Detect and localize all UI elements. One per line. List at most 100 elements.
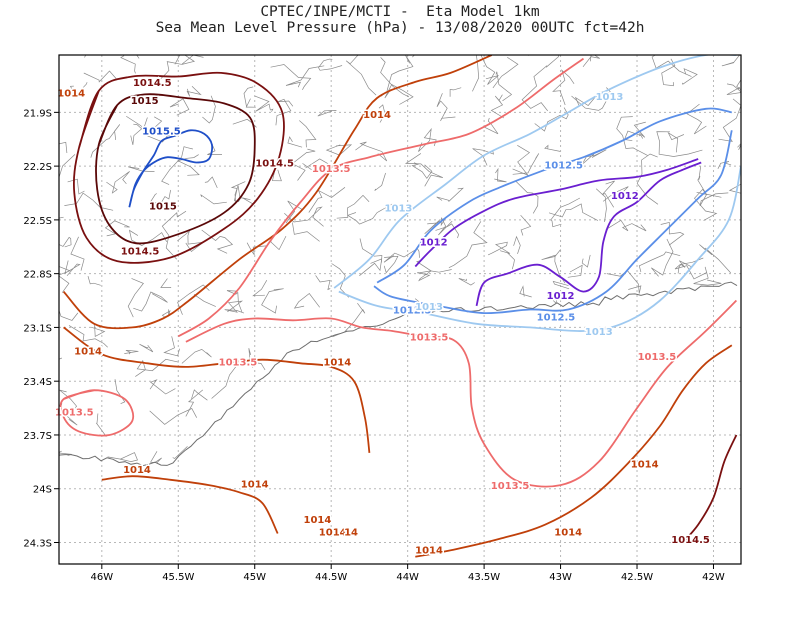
municipal-border — [550, 197, 581, 228]
municipal-border — [163, 336, 180, 357]
isobar-label: 1014.5 — [133, 78, 172, 89]
municipal-border — [495, 71, 513, 102]
municipal-border — [252, 280, 268, 297]
lon-tick-label: 44.5W — [315, 572, 347, 583]
municipal-border — [69, 82, 88, 97]
municipal-border — [186, 39, 201, 54]
municipal-border — [435, 223, 459, 239]
municipal-border — [472, 148, 494, 166]
isobar-labels: 1014.5 1014 1015 1015.5 1014.5 1015 1014.5 1014… — [53, 76, 711, 558]
municipal-border — [22, 183, 31, 200]
municipal-border — [224, 300, 245, 314]
municipal-border — [169, 98, 190, 116]
municipal-border — [107, 452, 138, 462]
municipal-border — [211, 364, 238, 399]
municipal-border — [359, 258, 383, 276]
municipal-border — [59, 216, 64, 219]
municipal-border — [544, 144, 561, 152]
municipal-border — [293, 293, 320, 309]
isobar-label: 1012 — [611, 191, 639, 202]
municipal-border — [136, 55, 140, 59]
municipal-border — [552, 280, 570, 290]
municipal-border — [325, 144, 353, 156]
municipal-border — [736, 79, 741, 91]
isobar-label: 1013.5 — [638, 352, 677, 363]
municipal-border — [127, 278, 144, 318]
municipal-border — [193, 294, 216, 307]
municipal-border — [284, 206, 324, 227]
municipal-border — [177, 154, 200, 176]
isobar-label: 1012.5 — [537, 313, 576, 324]
municipal-border — [534, 107, 569, 132]
municipal-border — [87, 276, 101, 286]
municipal-border — [59, 141, 68, 154]
isobar-label: 1015.5 — [142, 126, 181, 137]
municipal-border — [545, 55, 560, 68]
municipal-border — [747, 141, 779, 162]
municipal-border — [383, 255, 399, 274]
municipal-border — [95, 413, 107, 437]
municipal-border — [287, 136, 303, 148]
isobar-label: 1012.5 — [544, 160, 583, 171]
isobar-label: 14 — [344, 528, 358, 539]
municipal-border — [721, 55, 741, 67]
municipal-border — [149, 408, 198, 425]
chart-title-line-2: Sea Mean Level Pressure (hPa) - 13/08/20… — [155, 20, 645, 36]
municipal-border — [616, 116, 648, 156]
municipal-border — [133, 116, 163, 135]
municipal-border — [59, 154, 76, 179]
municipal-border — [317, 110, 337, 117]
municipal-border — [185, 389, 204, 417]
isobar-label: 1013.5 — [491, 481, 530, 492]
isobar-label: 1015 — [149, 202, 177, 213]
municipal-border — [148, 189, 171, 205]
isobar-1014 — [101, 475, 279, 534]
municipal-border — [347, 203, 393, 225]
municipal-border — [139, 343, 154, 353]
isobar-1012-5 — [376, 107, 732, 284]
municipal-border — [472, 55, 480, 92]
municipal-border — [605, 219, 647, 232]
municipal-border — [719, 26, 747, 39]
lat-tick-label: 23.1S — [23, 323, 52, 334]
municipal-border — [22, 75, 34, 97]
isobar-label: 1014 — [57, 89, 85, 100]
isobar-1015 — [95, 93, 256, 245]
isobar-label: 1013 — [385, 203, 413, 214]
lon-tick-label: 44W — [396, 572, 419, 583]
municipal-border — [275, 98, 294, 126]
municipal-border — [717, 160, 732, 169]
municipal-border — [636, 153, 659, 205]
isobar-label: 1013 — [415, 302, 443, 313]
municipal-border — [595, 188, 607, 222]
isobar-1014 — [62, 55, 493, 330]
municipal-border — [718, 98, 741, 142]
municipal-border — [270, 64, 312, 90]
municipal-border — [656, 131, 703, 157]
municipal-border — [120, 55, 136, 74]
municipal-border — [243, 86, 256, 108]
axis-ticks: 46W 45.5W 45W 44.5W 44W 43.5W 43W 42.5W 42W 21.9S… — [23, 108, 725, 583]
municipal-border — [677, 260, 693, 274]
municipal-border — [177, 230, 205, 253]
municipal-border — [697, 166, 707, 194]
isobar-label: 1014 — [304, 515, 332, 526]
municipal-border — [779, 82, 798, 99]
municipal-border — [574, 87, 613, 106]
municipal-border — [541, 249, 566, 284]
isobar-label: 1014 — [415, 546, 443, 557]
municipal-border — [660, 221, 685, 246]
isobar-label: 1014 — [74, 347, 102, 358]
municipal-border — [506, 252, 515, 270]
isobar-1014 — [63, 326, 371, 454]
isobar-contours — [59, 55, 741, 558]
isobar-1013 — [333, 55, 737, 289]
municipal-border — [331, 263, 350, 298]
municipal-border — [128, 166, 155, 172]
municipal-borders — [22, 26, 800, 467]
isobar-1013-5 — [185, 299, 738, 488]
municipal-border — [302, 158, 335, 173]
municipal-border — [793, 262, 800, 273]
municipal-border — [90, 323, 106, 337]
